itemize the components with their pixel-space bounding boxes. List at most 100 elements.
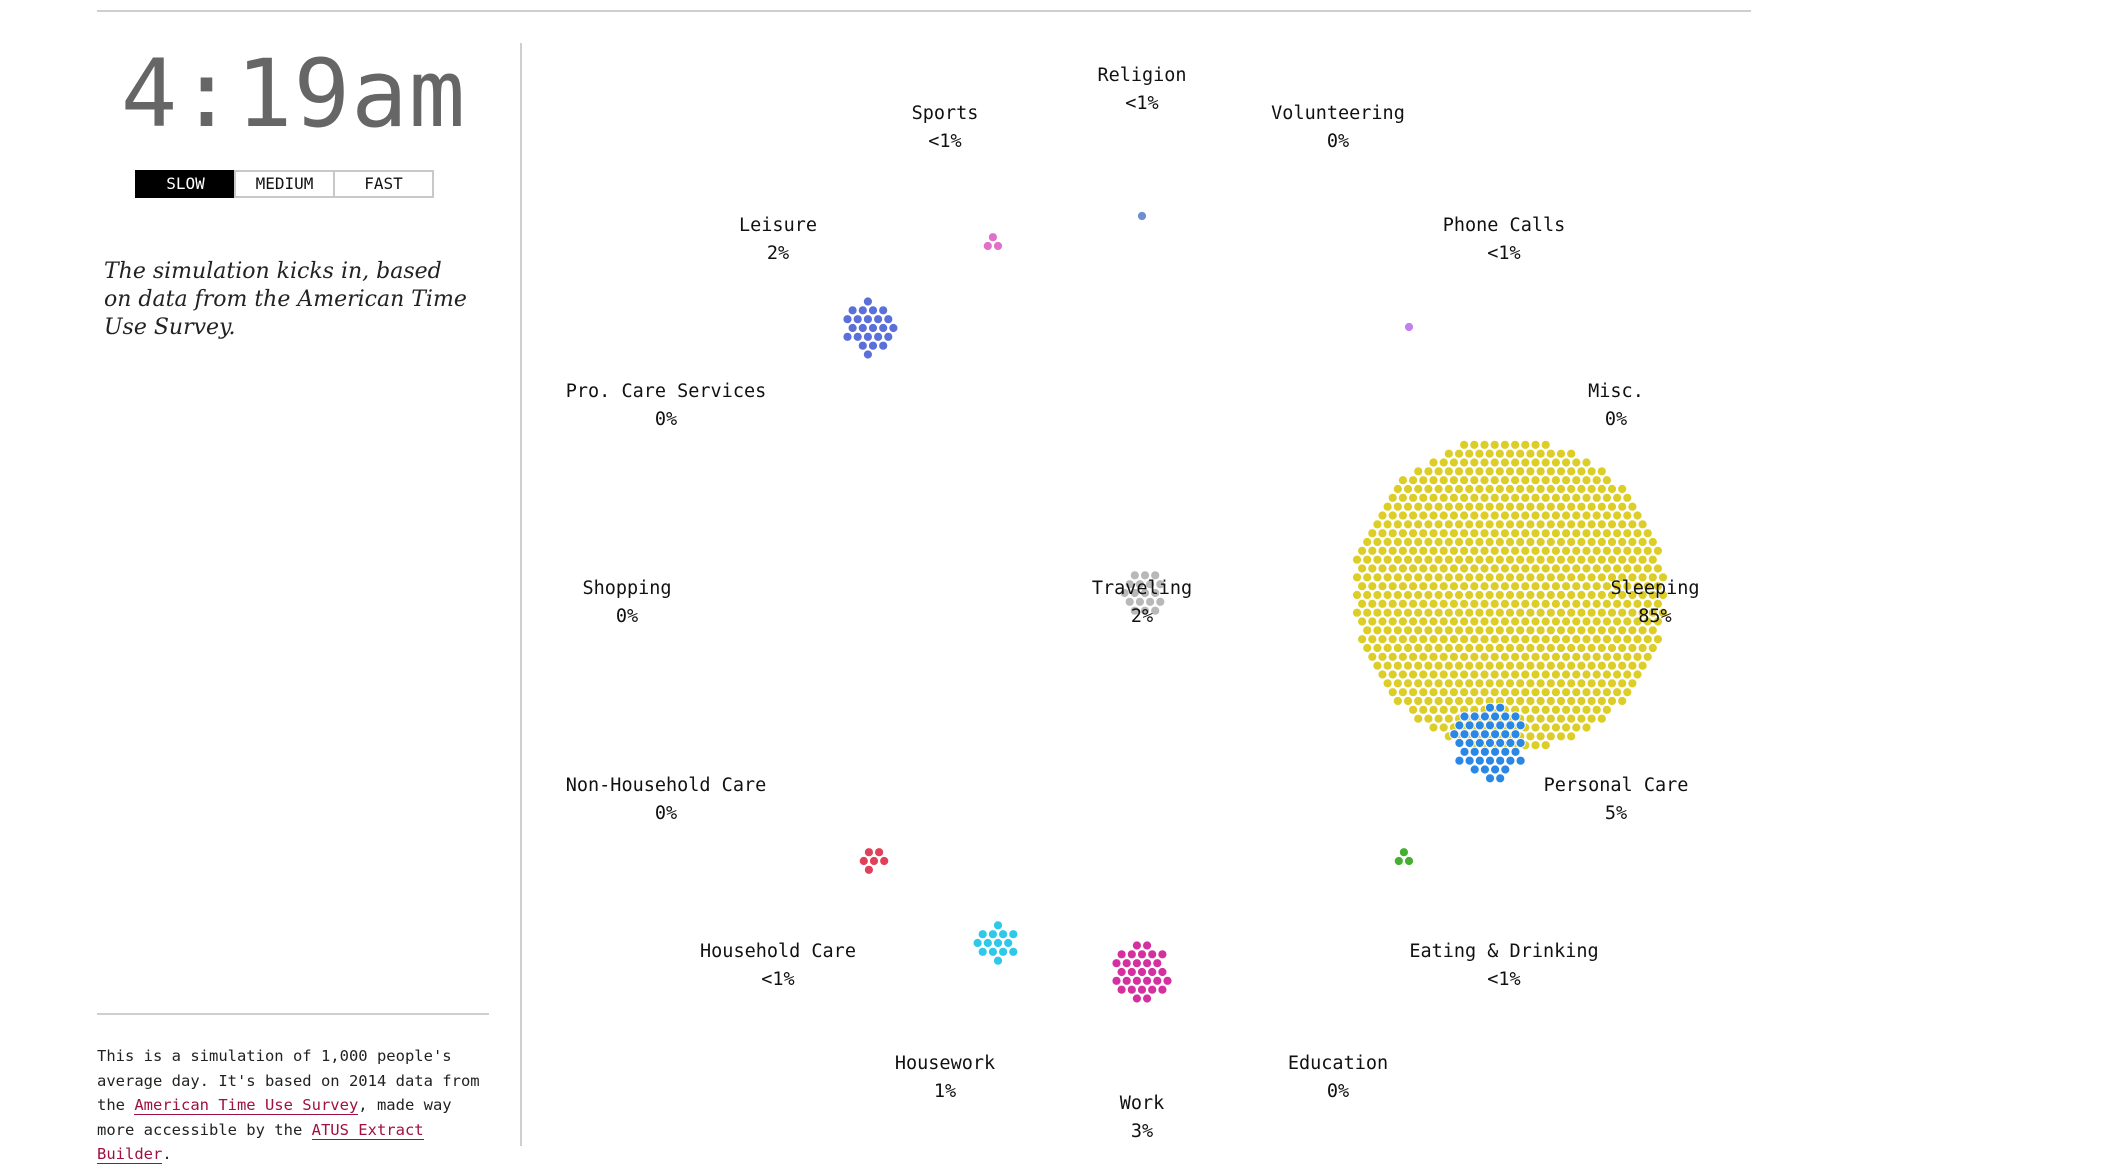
person-dot: [1469, 475, 1480, 486]
person-dot: [1453, 501, 1465, 512]
cluster-work: [1111, 940, 1173, 1004]
person-dot: [1377, 669, 1388, 680]
person-dot: [1408, 669, 1419, 680]
person-dot: [1474, 554, 1485, 565]
panel-divider: [520, 43, 522, 1146]
person-dot: [1535, 466, 1546, 477]
speed-medium-button[interactable]: MEDIUM: [234, 170, 335, 198]
person-dot: [1581, 598, 1592, 609]
person-dot: [1145, 596, 1156, 607]
person-dot: [1540, 492, 1551, 503]
person-dot: [1561, 616, 1572, 627]
person-dot: [873, 314, 884, 325]
activity-percent: 5%: [1604, 803, 1628, 824]
person-dot: [1581, 457, 1592, 468]
person-dot: [1515, 483, 1526, 495]
person-dot: [1515, 501, 1526, 512]
person-dot: [1469, 545, 1480, 556]
person-dot: [1489, 475, 1500, 486]
person-dot: [1121, 975, 1132, 986]
person-dot: [1393, 855, 1404, 867]
person-dot: [1596, 625, 1607, 636]
person-dot: [987, 946, 999, 957]
person-dot: [1576, 625, 1587, 636]
speed-slow-button[interactable]: SLOW: [135, 170, 236, 198]
person-dot: [1591, 545, 1602, 556]
person-dot: [1561, 704, 1572, 715]
person-dot: [1535, 589, 1546, 601]
person-dot: [1632, 581, 1643, 592]
person-dot: [1520, 634, 1531, 645]
person-dot: [1581, 581, 1592, 592]
person-dot: [873, 331, 884, 342]
person-dot: [1617, 625, 1628, 636]
person-dot: [1561, 722, 1572, 733]
person-dot: [1591, 704, 1602, 715]
person-dot: [1576, 695, 1587, 707]
activity-name: Education: [1287, 1053, 1389, 1074]
person-dot: [1555, 713, 1567, 724]
person-dot: [1139, 605, 1151, 616]
person-dot: [1139, 570, 1151, 581]
person-dot: [1397, 545, 1409, 556]
person-dot: [1545, 519, 1556, 530]
person-dot: [1433, 572, 1444, 583]
person-dot: [1571, 704, 1582, 715]
person-dot: [1510, 711, 1521, 722]
person-dot: [1433, 678, 1444, 689]
person-dot: [1591, 651, 1602, 662]
person-dot: [1484, 642, 1495, 654]
atus-link[interactable]: American Time Use Survey: [134, 1096, 359, 1115]
speed-fast-button[interactable]: FAST: [333, 170, 434, 198]
person-dot: [1459, 563, 1470, 574]
person-dot: [1545, 625, 1556, 636]
person-dot: [1550, 634, 1562, 645]
person-dot: [1362, 607, 1373, 618]
person-dot: [1637, 554, 1648, 565]
cluster-eating-drinking: [1393, 847, 1415, 867]
person-dot: [1449, 729, 1460, 740]
person-dot: [1495, 702, 1506, 713]
person-dot: [1494, 519, 1505, 530]
person-dot: [1490, 711, 1501, 722]
person-dot: [1657, 589, 1669, 601]
person-dot: [1510, 651, 1521, 662]
person-dot: [1617, 501, 1628, 512]
person-dot: [1606, 483, 1618, 495]
person-dot: [1469, 457, 1480, 468]
person-dot: [1155, 579, 1166, 590]
person-dot: [1596, 713, 1607, 724]
person-dot: [1530, 510, 1541, 521]
person-dot: [1642, 634, 1653, 645]
activity-name: Religion: [1097, 65, 1187, 86]
person-dot: [1484, 607, 1495, 618]
person-dot: [1448, 545, 1460, 556]
person-dot: [1576, 572, 1587, 583]
person-dot: [1367, 545, 1378, 556]
person-dot: [1576, 607, 1587, 618]
person-dot: [1438, 669, 1449, 680]
person-dot: [1494, 501, 1505, 512]
person-dot: [1474, 755, 1485, 766]
person-dot: [1357, 634, 1368, 645]
person-dot: [1586, 483, 1597, 495]
person-dot: [1428, 581, 1439, 592]
person-dot: [1464, 501, 1475, 512]
person-dot: [857, 340, 868, 351]
person-dot: [1627, 536, 1638, 548]
person-dot: [1428, 687, 1439, 698]
person-dot: [1530, 687, 1541, 698]
person-dot: [1479, 746, 1491, 757]
person-dot: [1413, 483, 1424, 495]
person-dot: [1499, 598, 1511, 609]
person-dot: [1474, 448, 1485, 459]
person-dot: [1126, 966, 1137, 978]
person-dot: [1622, 669, 1633, 680]
person-dot: [1627, 660, 1638, 671]
person-dot: [1530, 704, 1541, 715]
person-dot: [874, 847, 885, 858]
person-dot: [1479, 528, 1490, 539]
person-dot: [1372, 554, 1383, 565]
person-dot: [1515, 678, 1526, 689]
person-dot: [1504, 589, 1516, 601]
